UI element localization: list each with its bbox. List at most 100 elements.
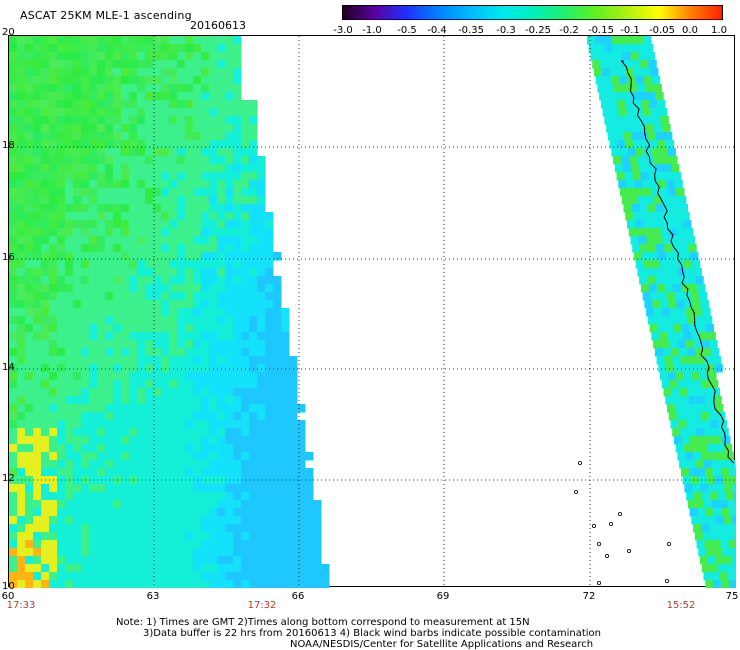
swath-cell — [17, 468, 26, 477]
swath-cell — [265, 212, 274, 221]
swath-cell — [153, 244, 162, 253]
swath-cell — [145, 436, 154, 445]
chart-title: ASCAT 25KM MLE-1 ascending — [20, 9, 192, 22]
swath-cell — [161, 364, 170, 373]
swath-cell — [185, 436, 194, 445]
swath-cell — [81, 196, 90, 205]
swath-cell — [97, 516, 106, 525]
swath-cell — [121, 76, 130, 85]
swath-cell — [225, 420, 234, 429]
swath-cell — [209, 188, 218, 197]
swath-cell — [289, 412, 298, 421]
lon-label: 66 — [291, 591, 305, 602]
swath-cell — [177, 364, 186, 373]
swath-cell — [121, 196, 130, 205]
swath-cell — [217, 372, 226, 381]
swath-cell — [89, 412, 98, 421]
swath-cell — [679, 316, 689, 325]
swath-cell — [297, 516, 306, 525]
swath-cell — [691, 444, 701, 453]
swath-cell — [730, 548, 736, 557]
swath-cell — [137, 100, 146, 109]
swath-cell — [614, 164, 624, 173]
swath-cell — [660, 300, 669, 309]
swath-cell — [682, 476, 692, 485]
swath-cell — [9, 356, 18, 365]
swath-cell — [289, 468, 298, 477]
swath-cell — [89, 332, 98, 341]
swath-cell — [17, 316, 26, 325]
swath-cell — [17, 460, 26, 469]
swath-cell — [696, 284, 706, 293]
swath-cell — [297, 444, 306, 453]
swath-cell — [89, 372, 98, 381]
swath-cell — [233, 308, 242, 317]
swath-cell — [257, 500, 266, 509]
swath-cell — [720, 468, 730, 477]
swath-cell — [688, 244, 697, 253]
swath-cell — [145, 324, 154, 333]
swath-cell — [664, 244, 673, 253]
swath-cell — [209, 500, 218, 509]
swath-cell — [718, 492, 727, 501]
swath-cell — [97, 420, 106, 429]
swath-cell — [715, 516, 724, 525]
swath-cell — [121, 564, 130, 573]
swath-cell — [177, 76, 186, 85]
swath-cell — [646, 236, 655, 245]
swath-cell — [65, 444, 74, 453]
swath-cell — [201, 300, 210, 309]
swath-cell — [137, 180, 146, 189]
swath-cell — [129, 500, 138, 509]
swath-cell — [185, 108, 194, 117]
swath-cell — [129, 532, 138, 541]
swath-cell — [662, 308, 671, 317]
swath-cell — [241, 452, 250, 461]
swath-cell — [161, 60, 170, 69]
swath-cell — [185, 44, 194, 53]
swath-cell — [9, 540, 18, 549]
swath-cell — [121, 220, 130, 229]
swath-cell — [684, 484, 693, 493]
swath-cell — [89, 172, 98, 181]
swath-cell — [241, 276, 250, 285]
swath-cell — [257, 196, 266, 205]
swath-cell — [153, 284, 162, 293]
swath-cell — [89, 396, 98, 405]
swath-cell — [658, 180, 667, 189]
swath-cell — [145, 556, 154, 565]
swath-cell — [73, 292, 82, 301]
swath-cell — [305, 572, 314, 581]
swath-cell — [97, 236, 106, 245]
swath-cell — [177, 140, 186, 149]
swath-cell — [631, 204, 641, 213]
swath-cell — [655, 276, 664, 285]
swath-cell — [81, 580, 90, 588]
swath-cell — [145, 348, 154, 357]
swath-cell — [193, 124, 202, 133]
swath-cell — [25, 404, 34, 413]
swath-cell — [209, 484, 218, 493]
swath-cell — [185, 356, 194, 365]
swath-cell — [105, 396, 114, 405]
swath-cell — [185, 76, 194, 85]
swath-cell — [33, 116, 42, 125]
swath-cell — [305, 516, 314, 525]
swath-cell — [712, 356, 722, 365]
swath-cell — [289, 452, 298, 461]
swath-cell — [705, 396, 714, 405]
swath-cell — [145, 300, 154, 309]
swath-cell — [9, 124, 18, 133]
swath-cell — [711, 388, 721, 397]
swath-cell — [17, 60, 26, 69]
swath-cell — [65, 292, 74, 301]
swath-cell — [153, 204, 162, 213]
swath-cell — [113, 172, 122, 181]
swath-cell — [33, 340, 42, 349]
swath-cell — [209, 156, 218, 165]
swath-cell — [622, 52, 631, 61]
swath-cell — [113, 332, 122, 341]
swath-cell — [217, 300, 226, 309]
swath-cell — [604, 116, 613, 125]
swath-cell — [177, 68, 186, 77]
